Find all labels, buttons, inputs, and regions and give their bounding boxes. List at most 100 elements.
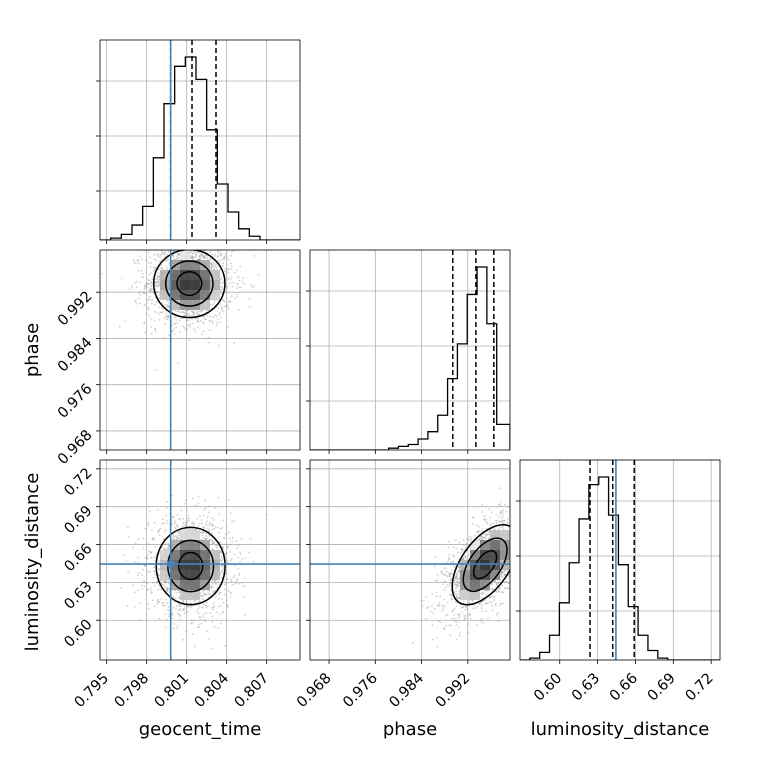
sample-point	[154, 546, 156, 548]
sample-point	[234, 565, 236, 567]
sample-point	[125, 560, 127, 562]
histogram-bar	[228, 212, 239, 240]
sample-point	[199, 254, 201, 256]
sample-point	[227, 326, 229, 328]
sample-point	[211, 248, 213, 250]
sample-point	[156, 247, 158, 249]
sample-point	[175, 608, 177, 610]
sample-point	[173, 520, 175, 522]
sample-point	[226, 599, 228, 601]
sample-point	[162, 605, 164, 607]
sample-point	[155, 312, 157, 314]
sample-point	[148, 543, 150, 545]
sample-point	[221, 556, 223, 558]
sample-point	[228, 590, 230, 592]
sample-point	[238, 309, 240, 311]
sample-point	[184, 245, 186, 247]
sample-point	[182, 639, 184, 641]
sample-point	[472, 523, 474, 525]
density-cell	[210, 560, 220, 570]
sample-point	[166, 501, 168, 503]
sample-point	[140, 270, 142, 272]
sample-point	[165, 626, 167, 628]
sample-point	[174, 333, 176, 335]
sample-point	[165, 316, 167, 318]
density-cell	[190, 580, 200, 590]
sample-point	[515, 544, 517, 546]
sample-point	[226, 304, 228, 306]
sample-point	[224, 537, 226, 539]
sample-point	[146, 556, 148, 558]
sample-point	[221, 231, 223, 233]
sample-point	[158, 532, 160, 534]
sample-point	[139, 602, 141, 604]
sample-point	[154, 258, 156, 260]
sample-point	[123, 554, 125, 556]
sample-point	[147, 524, 149, 526]
density-cell	[200, 540, 210, 550]
sample-point	[166, 268, 168, 270]
sample-point	[441, 610, 443, 612]
sample-point	[511, 561, 513, 563]
sample-point	[219, 613, 221, 615]
sample-point	[437, 646, 439, 648]
sample-point	[439, 602, 441, 604]
sample-point	[453, 614, 455, 616]
sample-point	[140, 291, 142, 293]
sample-point	[171, 613, 173, 615]
sample-point	[147, 286, 149, 288]
sample-point	[211, 607, 213, 609]
sample-point	[234, 583, 236, 585]
sample-point	[217, 255, 219, 257]
sample-point	[524, 528, 526, 530]
sample-point	[220, 592, 222, 594]
sample-point	[178, 518, 180, 520]
sample-point	[514, 526, 516, 528]
sample-point	[170, 245, 172, 247]
sample-point	[215, 596, 217, 598]
sample-point	[149, 551, 151, 553]
sample-point	[193, 311, 195, 313]
sample-point	[164, 323, 166, 325]
sample-point	[167, 587, 169, 589]
sample-point	[220, 317, 222, 319]
sample-point	[199, 601, 201, 603]
sample-point	[231, 276, 233, 278]
sample-point	[148, 522, 150, 524]
sample-point	[152, 539, 154, 541]
sample-point	[513, 525, 515, 527]
plot-area	[100, 460, 300, 660]
sample-point	[412, 642, 414, 644]
sample-point	[154, 605, 156, 607]
sample-point	[141, 588, 143, 590]
sample-point	[146, 307, 148, 309]
sample-point	[440, 571, 442, 573]
sample-point	[515, 508, 517, 510]
sample-point	[478, 526, 480, 528]
histogram-bar	[438, 415, 448, 450]
sample-point	[197, 251, 199, 253]
sample-point	[191, 522, 193, 524]
sample-point	[150, 285, 152, 287]
sample-point	[221, 306, 223, 308]
sample-point	[230, 559, 232, 561]
sample-point	[231, 521, 233, 523]
sample-point	[222, 282, 224, 284]
sample-point	[173, 607, 175, 609]
sample-point	[227, 578, 229, 580]
sample-point	[489, 517, 491, 519]
sample-point	[211, 517, 213, 519]
sample-point	[463, 544, 465, 546]
sample-point	[466, 556, 468, 558]
plot-area	[310, 250, 510, 450]
sample-point	[174, 317, 176, 319]
sample-point	[198, 495, 200, 497]
sample-point	[236, 287, 238, 289]
sample-point	[511, 541, 513, 543]
sample-point	[198, 606, 200, 608]
sample-point	[149, 571, 151, 573]
sample-point	[474, 534, 476, 536]
sample-point	[158, 272, 160, 274]
sample-point	[248, 298, 250, 300]
sample-point	[226, 544, 228, 546]
